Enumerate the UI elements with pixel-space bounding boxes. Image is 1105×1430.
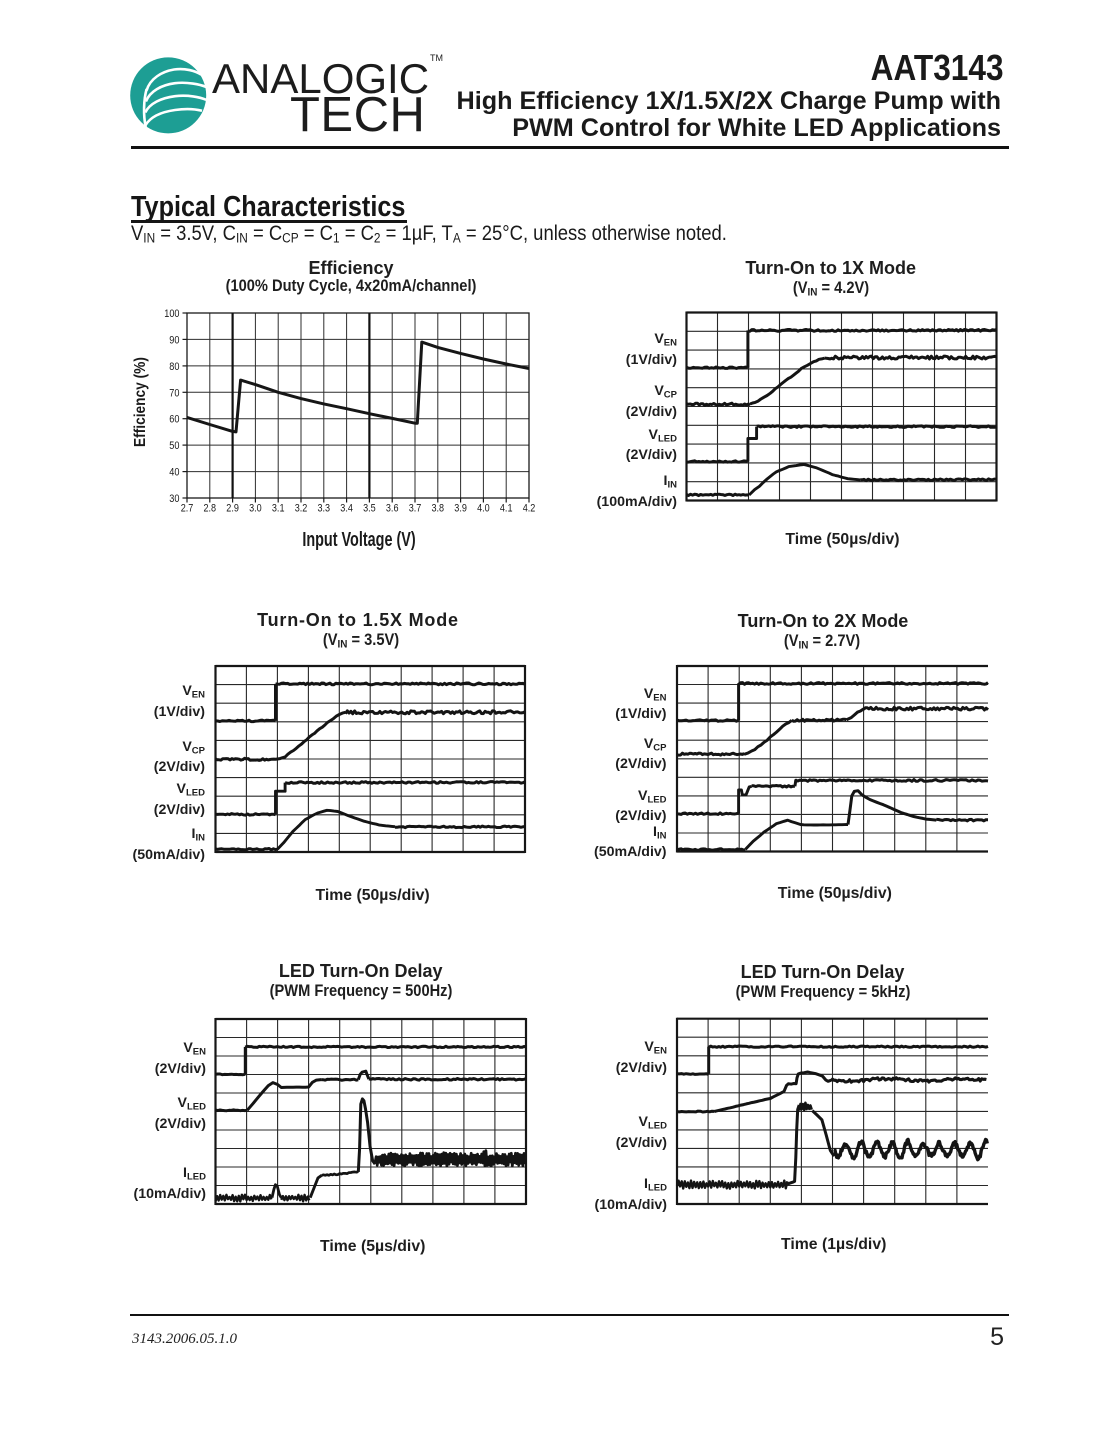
svg-text:60: 60 <box>169 414 179 426</box>
svg-text:3.6: 3.6 <box>386 503 399 515</box>
svg-text:80: 80 <box>169 361 179 373</box>
svg-text:2.8: 2.8 <box>204 503 217 515</box>
svg-text:3.1: 3.1 <box>272 503 285 515</box>
svg-text:30: 30 <box>169 493 179 505</box>
svg-text:90: 90 <box>169 334 179 346</box>
svg-text:50: 50 <box>169 440 179 452</box>
svg-text:3.9: 3.9 <box>454 503 467 515</box>
svg-text:3.0: 3.0 <box>249 503 262 515</box>
svg-text:3.3: 3.3 <box>318 503 331 515</box>
svg-text:70: 70 <box>169 387 179 399</box>
svg-text:2.7: 2.7 <box>181 503 194 515</box>
svg-text:3.7: 3.7 <box>409 503 422 515</box>
svg-text:3.8: 3.8 <box>432 503 445 515</box>
svg-text:100: 100 <box>164 308 179 320</box>
svg-text:3.5: 3.5 <box>363 503 376 515</box>
svg-text:4.0: 4.0 <box>477 503 490 515</box>
svg-text:4.1: 4.1 <box>500 503 513 515</box>
svg-text:40: 40 <box>169 467 179 479</box>
svg-text:4.2: 4.2 <box>523 503 536 515</box>
svg-text:2.9: 2.9 <box>226 503 239 515</box>
svg-text:3.4: 3.4 <box>340 503 353 515</box>
svg-text:3.2: 3.2 <box>295 503 308 515</box>
